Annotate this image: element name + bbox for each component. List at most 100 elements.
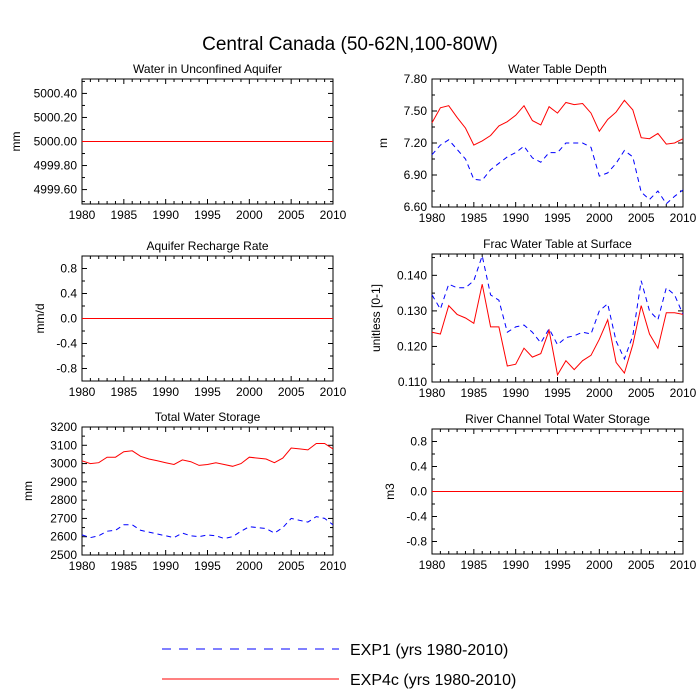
x-tick-label: 1995 xyxy=(194,559,221,573)
y-tick-label: 0.140 xyxy=(397,268,427,282)
x-tick-label: 2000 xyxy=(586,558,613,572)
figure-title: Central Canada (50-62N,100-80W) xyxy=(202,34,498,55)
x-tick-label: 1985 xyxy=(110,208,137,222)
x-tick-label: 1995 xyxy=(194,208,221,222)
chart-panel-water-table-depth: Water Table Depth 1980 1985 1990 1995 2000 200… xyxy=(376,62,697,225)
y-axis-label: m xyxy=(376,138,390,148)
x-tick-label: 2005 xyxy=(278,559,305,573)
x-tick-label: 1995 xyxy=(194,385,221,399)
x-tick-label: 2005 xyxy=(278,385,305,399)
y-tick-label: 7.50 xyxy=(404,104,428,118)
x-tick-label: 2010 xyxy=(320,559,347,573)
y-tick-label: 3200 xyxy=(50,420,77,434)
y-tick-label: 7.20 xyxy=(404,136,428,150)
x-tick-label: 2010 xyxy=(320,385,347,399)
x-tick-label: 2005 xyxy=(628,211,655,225)
x-tick-label: 1995 xyxy=(544,386,571,400)
x-tick-label: 1980 xyxy=(69,559,96,573)
x-tick-label: 1985 xyxy=(460,558,487,572)
y-axis-label: mm xyxy=(9,132,23,152)
x-tick-label: 1995 xyxy=(544,211,571,225)
x-tick-label: 1990 xyxy=(502,558,529,572)
y-axis-label: mm xyxy=(21,481,35,501)
chart-panel-aquifer-recharge-rate: Aquifer Recharge Rate 1980 1985 1990 1995 200… xyxy=(33,239,347,399)
y-tick-label: -0.8 xyxy=(56,362,77,376)
x-tick-label: 1985 xyxy=(110,559,137,573)
chart-panel-frac-water-table-at-surface: Frac Water Table at Surface 1980 1985 1990 1… xyxy=(369,237,697,400)
x-tick-label: 2000 xyxy=(236,208,263,222)
legend-label-exp4c: EXP4c (yrs 1980-2010) xyxy=(350,672,516,689)
y-tick-label: 0.8 xyxy=(410,435,427,449)
chart-panel-river-channel-total-water-storage: River Channel Total Water Storage 1980 198… xyxy=(383,412,697,572)
x-tick-label: 1990 xyxy=(152,385,179,399)
y-axis-label: m3 xyxy=(383,483,397,500)
y-tick-label: 0.8 xyxy=(60,262,77,276)
y-tick-label: -0.4 xyxy=(56,337,77,351)
x-tick-label: 1985 xyxy=(460,386,487,400)
plot-frame xyxy=(431,253,684,383)
y-tick-label: 2900 xyxy=(50,475,77,489)
y-tick-label: 2700 xyxy=(50,511,77,525)
x-tick-label: 1980 xyxy=(419,386,446,400)
legend-label-exp1: EXP1 (yrs 1980-2010) xyxy=(350,642,508,659)
x-tick-label: 1980 xyxy=(69,208,96,222)
panel-title: Total Water Storage xyxy=(155,410,261,424)
panel-title: Water Table Depth xyxy=(508,62,607,76)
panel-title: Aquifer Recharge Rate xyxy=(146,239,268,253)
y-axis-label: unitless [0-1] xyxy=(369,284,383,352)
panel-title: River Channel Total Water Storage xyxy=(465,412,650,426)
plot-frame xyxy=(81,426,334,556)
series-line-exp1 xyxy=(431,253,684,361)
series-line-exp4c xyxy=(81,443,334,467)
y-tick-label: 2600 xyxy=(50,530,77,544)
y-tick-label: 3000 xyxy=(50,457,77,471)
series-line-exp1 xyxy=(81,516,334,540)
y-tick-label: 2500 xyxy=(50,548,77,562)
x-tick-label: 1985 xyxy=(110,385,137,399)
y-tick-label: 0.110 xyxy=(398,375,427,389)
plot-frame xyxy=(431,78,684,208)
x-tick-label: 1985 xyxy=(460,211,487,225)
y-tick-label: 0.120 xyxy=(397,339,427,353)
series-line-exp1 xyxy=(431,139,684,205)
y-tick-label: -0.4 xyxy=(406,510,427,524)
y-tick-label: 4999.60 xyxy=(34,183,78,197)
y-tick-label: 5000.00 xyxy=(34,135,78,149)
x-tick-label: 2000 xyxy=(236,385,263,399)
x-tick-label: 2010 xyxy=(670,211,697,225)
y-axis-label: mm/d xyxy=(33,304,47,334)
x-tick-label: 1980 xyxy=(419,211,446,225)
y-tick-label: 6.90 xyxy=(404,168,428,182)
y-tick-label: 0.0 xyxy=(410,485,427,499)
x-tick-label: 2010 xyxy=(320,208,347,222)
y-tick-label: 6.60 xyxy=(404,200,428,214)
panel-title: Frac Water Table at Surface xyxy=(483,237,632,251)
y-tick-label: 7.80 xyxy=(404,72,428,86)
panel-title: Water in Unconfined Aquifer xyxy=(133,62,282,76)
y-tick-label: 0.130 xyxy=(397,304,427,318)
y-tick-label: 3100 xyxy=(50,438,77,452)
y-tick-label: 0.0 xyxy=(60,312,77,326)
x-tick-label: 2010 xyxy=(670,386,697,400)
x-tick-label: 2000 xyxy=(586,386,613,400)
y-tick-label: 2800 xyxy=(50,493,77,507)
y-tick-label: 5000.20 xyxy=(34,110,78,124)
x-tick-label: 2000 xyxy=(236,559,263,573)
y-tick-label: 0.4 xyxy=(60,287,77,301)
x-tick-label: 2005 xyxy=(628,386,655,400)
chart-panel-water-in-unconfined-aquifer: Water in Unconfined Aquifer 1980 1985 1990 1… xyxy=(9,62,347,222)
x-tick-label: 1990 xyxy=(502,211,529,225)
y-tick-label: 5000.40 xyxy=(34,86,78,100)
x-tick-label: 2005 xyxy=(278,208,305,222)
x-tick-label: 1990 xyxy=(502,386,529,400)
y-tick-label: 4999.80 xyxy=(34,159,78,173)
series-line-exp4c xyxy=(431,99,684,146)
x-tick-label: 1980 xyxy=(69,385,96,399)
x-tick-label: 1995 xyxy=(544,558,571,572)
chart-panel-total-water-storage: Total Water Storage 1980 1985 1990 1995 2000 2… xyxy=(21,410,347,573)
x-tick-label: 2010 xyxy=(670,558,697,572)
x-tick-label: 1980 xyxy=(419,558,446,572)
x-tick-label: 2005 xyxy=(628,558,655,572)
legend: EXP1 (yrs 1980-2010) EXP4c (yrs 1980-201… xyxy=(162,642,516,689)
